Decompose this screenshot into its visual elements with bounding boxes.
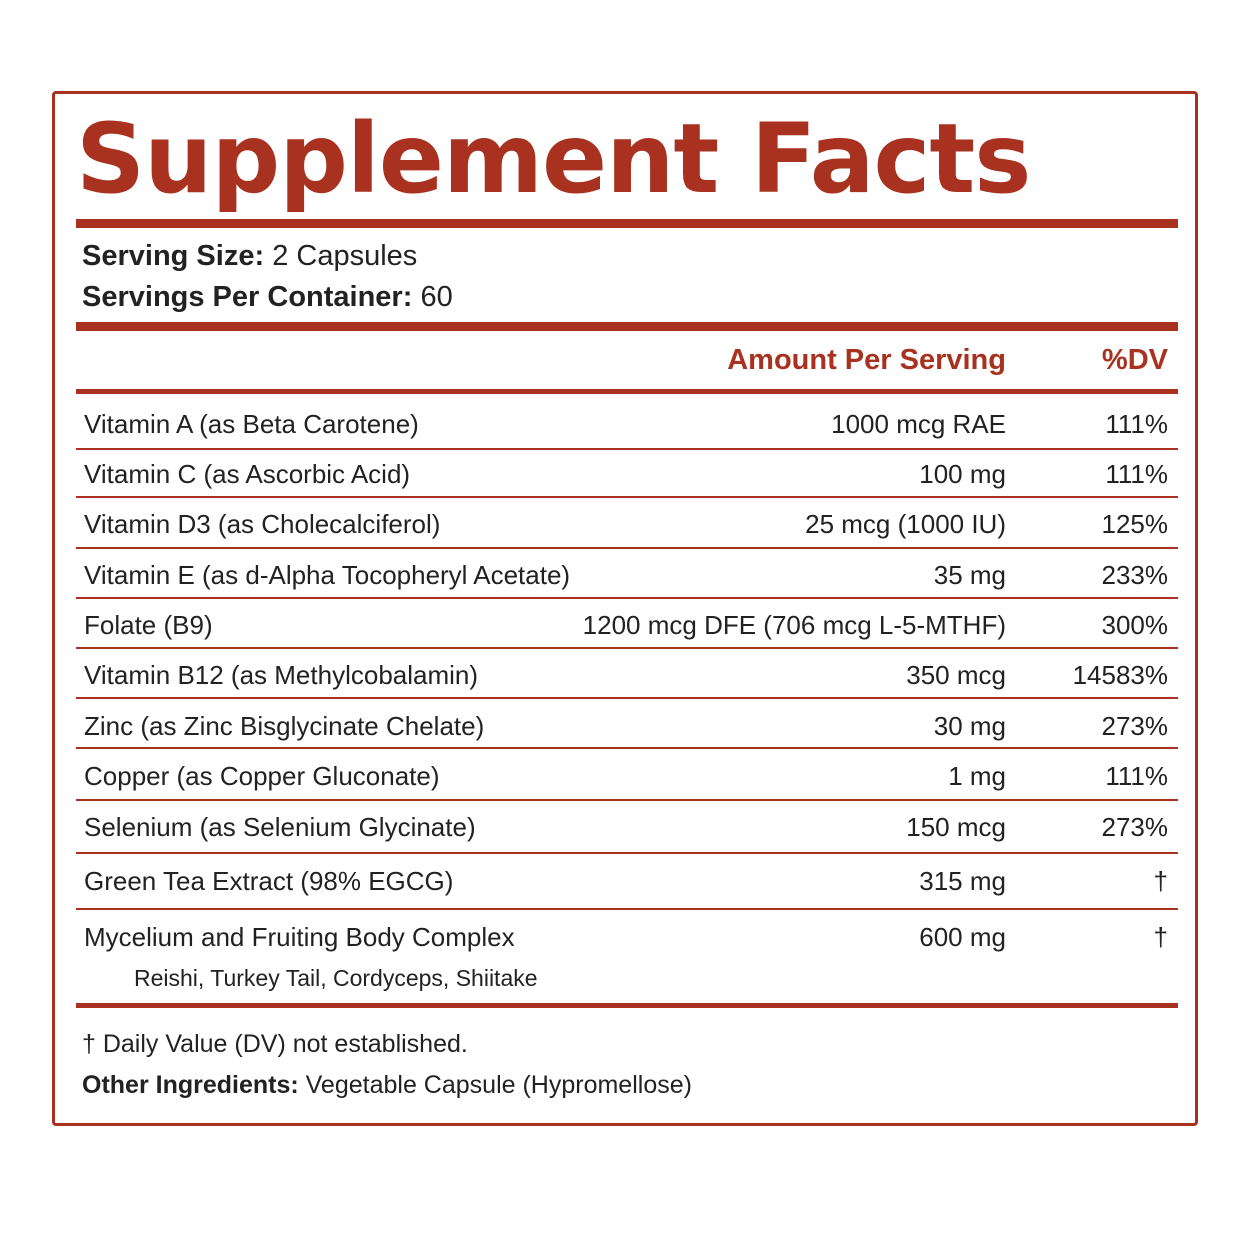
nutrient-row: Copper (as Copper Gluconate) 1 mg 111% bbox=[76, 752, 1178, 802]
nutrient-amount: 100 mg bbox=[919, 459, 1006, 489]
nutrient-amount: 315 mg bbox=[919, 866, 1006, 896]
nutrient-name: Selenium (as Selenium Glycinate) bbox=[84, 812, 476, 842]
nutrient-row: Folate (B9) 1200 mcg DFE (706 mcg L-5-MTH… bbox=[76, 601, 1178, 651]
serving-size-label: Serving Size: bbox=[82, 240, 265, 272]
row-divider bbox=[76, 747, 1178, 749]
supplement-facts-panel bbox=[52, 91, 1198, 1126]
serving-size: Serving Size: 2 Capsules bbox=[82, 238, 417, 274]
serving-size-value: 2 Capsules bbox=[272, 240, 418, 272]
nutrient-name: Folate (B9) bbox=[84, 610, 213, 640]
row-divider bbox=[76, 547, 1178, 549]
nutrient-row: Green Tea Extract (98% EGCG) 315 mg † bbox=[76, 857, 1178, 907]
nutrient-dv: 233% bbox=[1101, 560, 1169, 590]
servings-per-container-value: 60 bbox=[420, 281, 453, 313]
servings-per-container-label: Servings Per Container: bbox=[82, 281, 413, 313]
nutrient-dv: 300% bbox=[1101, 610, 1169, 640]
nutrient-dv: 111% bbox=[1105, 409, 1168, 439]
nutrient-dv: 14583% bbox=[1072, 660, 1168, 690]
nutrient-row: Selenium (as Selenium Glycinate) 150 mcg 2… bbox=[76, 803, 1178, 853]
nutrient-row: Vitamin A (as Beta Carotene) 1000 mcg RAE… bbox=[76, 400, 1178, 450]
nutrient-amount: 1200 mcg DFE (706 mcg L-5-MTHF) bbox=[582, 610, 1006, 640]
row-divider bbox=[76, 647, 1178, 649]
nutrient-row: Mycelium and Fruiting Body Complex 600 mg… bbox=[76, 913, 1178, 991]
nutrient-dv: 273% bbox=[1101, 711, 1169, 741]
other-ingredients: Other Ingredients: Vegetable Capsule (Hy… bbox=[82, 1068, 692, 1102]
nutrient-name: Copper (as Copper Gluconate) bbox=[84, 761, 440, 791]
header-divider bbox=[76, 389, 1178, 394]
nutrient-amount: 25 mcg (1000 IU) bbox=[805, 509, 1006, 539]
label-title: Supplement Facts bbox=[76, 103, 1031, 215]
nutrient-dv: † bbox=[1153, 866, 1168, 896]
nutrient-name: Green Tea Extract (98% EGCG) bbox=[84, 866, 454, 896]
row-divider bbox=[76, 448, 1178, 450]
servings-per-container: Servings Per Container: 60 bbox=[82, 279, 453, 315]
nutrient-amount: 1 mg bbox=[948, 761, 1006, 791]
row-divider bbox=[76, 597, 1178, 599]
nutrient-sub-ingredients: Reishi, Turkey Tail, Cordyceps, Shiitake bbox=[134, 965, 538, 991]
nutrient-dv: 273% bbox=[1101, 812, 1169, 842]
other-ingredients-value: Vegetable Capsule (Hypromellose) bbox=[305, 1071, 692, 1099]
other-ingredients-label: Other Ingredients: bbox=[82, 1071, 299, 1099]
row-divider bbox=[76, 908, 1178, 910]
nutrient-amount: 1000 mcg RAE bbox=[831, 409, 1006, 439]
row-divider bbox=[76, 852, 1178, 854]
nutrient-name: Vitamin B12 (as Methylcobalamin) bbox=[84, 660, 479, 690]
nutrient-name: Vitamin A (as Beta Carotene) bbox=[84, 409, 419, 439]
nutrient-name: Zinc (as Zinc Bisglycinate Chelate) bbox=[84, 711, 485, 741]
nutrient-name: Mycelium and Fruiting Body Complex bbox=[84, 922, 515, 952]
nutrient-row: Vitamin C (as Ascorbic Acid) 100 mg 111% bbox=[76, 450, 1178, 500]
table-bottom-divider bbox=[76, 1003, 1178, 1008]
nutrient-amount: 35 mg bbox=[933, 560, 1006, 590]
nutrient-name: Vitamin C (as Ascorbic Acid) bbox=[84, 459, 411, 489]
dv-header: %DV bbox=[1101, 344, 1168, 376]
row-divider bbox=[76, 496, 1178, 498]
nutrient-amount: 350 mcg bbox=[906, 660, 1006, 690]
nutrient-dv: 111% bbox=[1105, 761, 1168, 791]
nutrient-name: Vitamin D3 (as Cholecalciferol) bbox=[84, 509, 441, 539]
dv-footnote: † Daily Value (DV) not established. bbox=[82, 1030, 468, 1058]
nutrient-dv: 125% bbox=[1101, 509, 1169, 539]
nutrient-row: Vitamin D3 (as Cholecalciferol) 25 mcg (1… bbox=[76, 500, 1178, 550]
row-divider bbox=[76, 697, 1178, 699]
row-divider bbox=[76, 799, 1178, 801]
nutrient-dv: † bbox=[1153, 922, 1168, 952]
nutrient-amount: 30 mg bbox=[933, 711, 1006, 741]
nutrient-row: Vitamin B12 (as Methylcobalamin) 350 mcg 1… bbox=[76, 651, 1178, 701]
amount-per-serving-header: Amount Per Serving bbox=[727, 344, 1006, 376]
nutrient-name: Vitamin E (as d-Alpha Tocopheryl Acetate… bbox=[84, 560, 571, 590]
serving-divider bbox=[76, 322, 1178, 331]
title-divider bbox=[76, 219, 1178, 228]
nutrient-row: Vitamin E (as d-Alpha Tocopheryl Acetate… bbox=[76, 551, 1178, 601]
nutrient-amount: 600 mg bbox=[919, 922, 1006, 952]
nutrient-amount: 150 mcg bbox=[906, 812, 1006, 842]
nutrient-row: Zinc (as Zinc Bisglycinate Chelate) 30 mg… bbox=[76, 702, 1178, 752]
nutrient-dv: 111% bbox=[1105, 459, 1168, 489]
